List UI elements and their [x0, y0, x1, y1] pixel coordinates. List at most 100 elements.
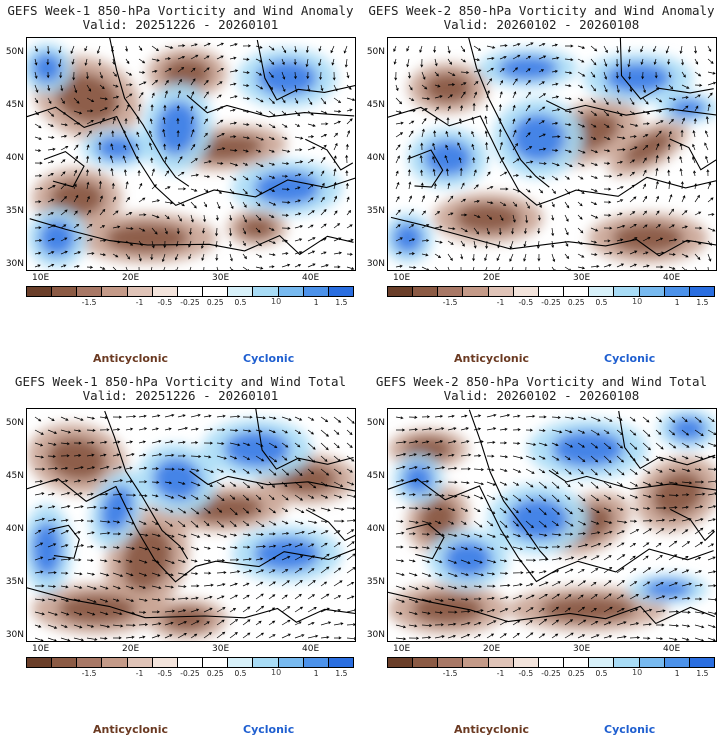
colorbar-segment: [689, 287, 715, 296]
colorbar-label: 1.5: [696, 298, 709, 307]
colorbar-unit: 10: [632, 668, 643, 677]
panel-title: GEFS Week-1 850-hPa Vorticity and Wind T…: [14, 374, 347, 389]
colorbar-label: -0.25: [180, 669, 200, 678]
wind-vectors: [393, 42, 716, 270]
colorbar-label: -1.5: [81, 298, 97, 307]
vorticity-map: [387, 408, 717, 642]
lon-label: 40E: [302, 273, 320, 283]
colorbar-unit: 10: [632, 297, 643, 306]
anticyclonic-label: Anticyclonic: [454, 723, 530, 736]
lat-label: 35N: [366, 577, 385, 587]
cyclonic-label: Cyclonic: [604, 723, 656, 736]
panel-title: GEFS Week-2 850-hPa Vorticity and Wind A…: [368, 3, 715, 18]
lat-label: 30N: [5, 630, 24, 640]
colorbar-segment: [639, 287, 665, 296]
map-panel-2: GEFS Week-2 850-hPa Vorticity and Wind A…: [361, 0, 722, 371]
colorbar-segment: [303, 287, 329, 296]
colorbar-label: -0.25: [541, 298, 561, 307]
cyclonic-label: Cyclonic: [243, 352, 295, 365]
colorbar-label: 1.5: [696, 669, 709, 678]
lat-label: 45N: [366, 471, 385, 481]
lon-label: 40E: [302, 644, 320, 654]
lon-label: 20E: [122, 644, 140, 654]
lat-label: 35N: [5, 577, 24, 587]
anticyclonic-label: Anticyclonic: [93, 723, 169, 736]
colorbar-label: 1.5: [335, 669, 348, 678]
map-panel-4: GEFS Week-2 850-hPa Vorticity and Wind T…: [361, 371, 722, 742]
colorbar-label: -0.5: [518, 669, 534, 678]
colorbar-unit: 10: [271, 297, 282, 306]
colorbar-label: 0.5: [234, 298, 247, 307]
map-panel-1: GEFS Week-1 850-hPa Vorticity and Wind A…: [0, 0, 361, 371]
colorbar: [26, 286, 354, 297]
colorbar: [26, 657, 354, 668]
colorbar-segment: [278, 287, 304, 296]
colorbar-label: -0.5: [157, 669, 173, 678]
panel-valid-dates: Valid: 20260102 - 20260108: [443, 388, 640, 403]
colorbar-segment: [488, 287, 514, 296]
lon-label: 30E: [573, 644, 591, 654]
lat-label: 50N: [5, 418, 24, 428]
lon-label: 20E: [122, 273, 140, 283]
lat-label: 40N: [366, 524, 385, 534]
colorbar-segment: [438, 287, 464, 296]
colorbar-segment: [589, 287, 615, 296]
colorbar-segment: [278, 658, 304, 667]
coastlines: [27, 409, 355, 623]
lon-label: 30E: [212, 644, 230, 654]
lon-label: 10E: [32, 644, 50, 654]
panel-valid-dates: Valid: 20260102 - 20260108: [443, 17, 640, 32]
colorbar: [387, 286, 715, 297]
colorbar-segment: [538, 287, 565, 296]
lat-label: 35N: [5, 206, 24, 216]
colorbar-segment: [203, 287, 229, 296]
colorbar-segment: [152, 658, 178, 667]
panel-title: GEFS Week-2 850-hPa Vorticity and Wind T…: [375, 374, 708, 389]
colorbar-segment: [27, 658, 53, 667]
lon-label: 30E: [212, 273, 230, 283]
colorbar-segment: [253, 658, 279, 667]
colorbar-segment: [388, 287, 414, 296]
vorticity-map: [387, 37, 717, 271]
lat-label: 30N: [366, 259, 385, 269]
colorbar-segment: [564, 287, 590, 296]
lat-label: 45N: [5, 100, 24, 110]
colorbar-segment: [664, 287, 690, 296]
lat-label: 35N: [366, 206, 385, 216]
colorbar-segment: [127, 658, 153, 667]
colorbar-segment: [228, 658, 254, 667]
colorbar-segment: [564, 658, 590, 667]
colorbar-segment: [328, 287, 354, 296]
lon-label: 20E: [483, 644, 501, 654]
colorbar-segment: [27, 287, 53, 296]
colorbar-segment: [664, 658, 690, 667]
colorbar-segment: [614, 658, 640, 667]
lat-label: 50N: [366, 418, 385, 428]
colorbar-label: -0.25: [541, 669, 561, 678]
colorbar-label: 0.25: [567, 669, 585, 678]
lon-label: 40E: [663, 273, 681, 283]
cyclonic-label: Cyclonic: [604, 352, 656, 365]
vorticity-map: [26, 37, 356, 271]
colorbar-segment: [689, 658, 715, 667]
colorbar-segment: [538, 658, 565, 667]
colorbar-label: 1: [313, 298, 319, 307]
colorbar-label: -1: [496, 669, 505, 678]
lat-label: 30N: [366, 630, 385, 640]
colorbar-label: -0.5: [518, 298, 534, 307]
lat-label: 50N: [5, 47, 24, 57]
colorbar-segment: [614, 287, 640, 296]
colorbar-label: -1: [496, 298, 505, 307]
lon-label: 10E: [32, 273, 50, 283]
colorbar-label: -1.5: [81, 669, 97, 678]
lat-label: 40N: [366, 153, 385, 163]
vorticity-shading: [388, 409, 716, 634]
colorbar-label: -1.5: [442, 669, 458, 678]
lon-label: 10E: [393, 644, 411, 654]
colorbar-label: -0.25: [180, 298, 200, 307]
colorbar-segment: [463, 658, 489, 667]
vorticity-map: [26, 408, 356, 642]
coastlines: [388, 409, 716, 625]
colorbar-segment: [513, 658, 539, 667]
colorbar-segment: [438, 658, 464, 667]
